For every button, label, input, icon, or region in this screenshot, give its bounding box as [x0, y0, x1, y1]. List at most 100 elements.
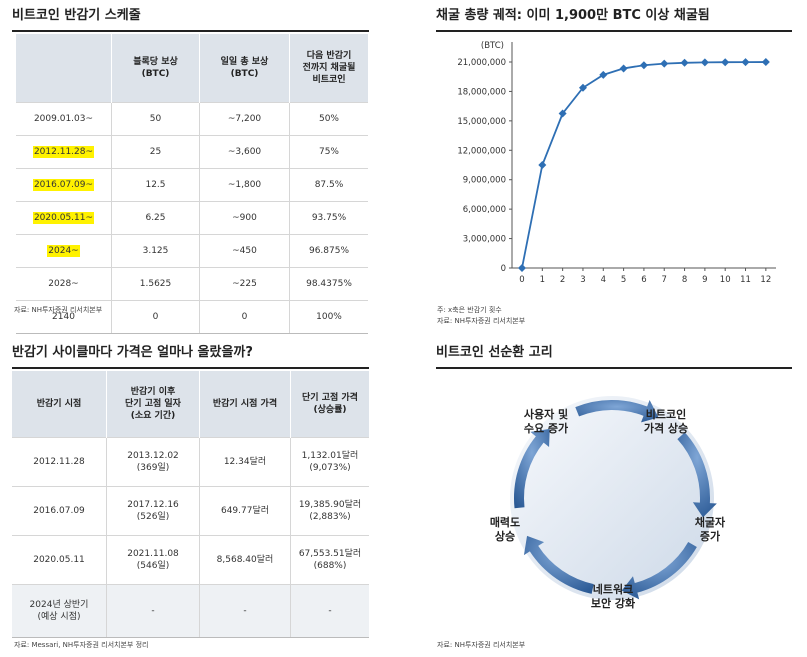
table-cell-period: 2140 — [16, 300, 112, 334]
table-cell-peak-price: 1,132.01달러 (9,073%) — [290, 437, 369, 487]
cycle-source: 자료: NH투자증권 리서치본부 — [437, 641, 526, 649]
cell-text: 2028~ — [48, 279, 79, 289]
table-row: 2016.07.09~ 12.5 ~1,800 87.5% — [16, 168, 368, 202]
y-tick-label: 6,000,000 — [463, 205, 506, 215]
halving-schedule-table: 블록당 보상 (BTC) 일일 총 보상 (BTC) 다음 반감기 전까지 채굴… — [16, 34, 368, 334]
cycle-panel: 비트코인 선순환 고리 — [436, 343, 792, 369]
table-cell-daily-reward: ~900 — [199, 201, 290, 235]
cell-text: - — [151, 606, 155, 616]
x-tick-label: 12 — [760, 275, 771, 285]
supply-chart-source: 자료: NH투자증권 리서치본부 — [437, 317, 526, 325]
cell-text: 19,385.90달러 — [298, 500, 362, 510]
table-cell-daily-reward: ~225 — [199, 267, 290, 301]
y-tick-label: 9,000,000 — [463, 176, 506, 186]
y-tick-label: 15,000,000 — [457, 117, 506, 127]
cycle-arrow — [523, 535, 594, 594]
supply-data-point — [538, 161, 547, 169]
x-tick-label: 4 — [601, 275, 606, 285]
cell-text: 50% — [318, 114, 339, 124]
cell-text: 1.5625 — [139, 279, 172, 289]
table-cell-block-reward: 3.125 — [111, 234, 200, 268]
cell-text: 2021.11.08 — [127, 549, 179, 559]
table-row: 2024~ 3.125 ~450 96.875% — [16, 234, 368, 268]
table-cell-peak-price: 19,385.90달러 (2,883%) — [290, 486, 369, 536]
cell-text: ~7,200 — [227, 114, 262, 124]
table-header-cell: 반감기 시점 가격 — [199, 371, 291, 438]
table-cell-daily-reward: ~1,800 — [199, 168, 290, 202]
table-cell-block-reward: 50 — [111, 102, 200, 136]
y-tick-label: 12,000,000 — [457, 146, 506, 156]
table-row: 2020.05.11 2021.11.08 (546일) 8,568.40달러 67,5… — [12, 535, 369, 585]
cell-text: ~450 — [232, 246, 257, 256]
table-cell-mined: 98.4375% — [289, 267, 368, 301]
cycle-diagram — [510, 396, 717, 600]
halving-price-table: 반감기 시점 반감기 이후 단기 고점 일자 (소요 기간) 반감기 시점 가격… — [12, 371, 369, 638]
table-cell-period: 2016.07.09~ — [16, 168, 112, 202]
table-cell-mined: 50% — [289, 102, 368, 136]
cell-text: 2016.07.09~ — [32, 179, 95, 191]
table-cell-mined: 75% — [289, 135, 368, 169]
cycle-arrow — [514, 428, 550, 509]
cycle-title: 비트코인 선순환 고리 — [436, 343, 792, 369]
cell-text: 2009.01.03~ — [33, 114, 94, 124]
supply-data-point — [599, 70, 608, 79]
cell-text: 3.125 — [142, 246, 169, 256]
table-cell-period: 2024~ — [16, 234, 112, 268]
table-cell-period: 2020.05.11~ — [16, 201, 112, 235]
table-cell-mined: 96.875% — [289, 234, 368, 268]
supply-chart-panel: 채굴 총량 궤적: 이미 1,900만 BTC 이상 채굴됨 — [436, 6, 792, 32]
price-table-title: 반감기 사이클마다 가격은 얼마나 올랐을까? — [12, 343, 369, 369]
table-cell-date: 2012.11.28 — [12, 437, 107, 487]
table-cell-date: 2016.07.09 — [12, 486, 107, 536]
cell-text: 2016.07.09 — [33, 506, 85, 516]
table-cell-block-reward: 0 — [111, 300, 200, 334]
cycle-step-label: 채굴자 증가 — [694, 516, 726, 543]
x-tick-label: 10 — [720, 275, 731, 285]
table-cell-mined: 93.75% — [289, 201, 368, 235]
cell-text: 1,132.01달러 — [301, 451, 359, 461]
table-cell-daily-reward: ~7,200 — [199, 102, 290, 136]
y-tick-label: 3,000,000 — [463, 235, 506, 245]
cell-text: 93.75% — [311, 213, 347, 223]
supply-data-point — [700, 58, 709, 67]
cell-text: 0 — [241, 312, 248, 322]
table-header-cell: 다음 반감기 전까지 채굴될 비트코인 — [289, 34, 368, 103]
table-cell-block-reward: 1.5625 — [111, 267, 200, 301]
supply-data-point — [578, 83, 587, 92]
table-header-cell: 일일 총 보상 (BTC) — [199, 34, 290, 103]
table-row: 2012.11.28 2013.12.02 (369일) 12.34달러 1,132.0… — [12, 437, 369, 487]
table-row: 2009.01.03~ 50 ~7,200 50% — [16, 102, 368, 136]
cell-text: (369일) — [136, 463, 170, 473]
y-tick-label: 0 — [501, 264, 506, 274]
cell-text: 100% — [316, 312, 342, 322]
y-tick-label: 21,000,000 — [457, 58, 506, 68]
table-cell-period: 2009.01.03~ — [16, 102, 112, 136]
table-cell-peak-price: - — [290, 584, 369, 638]
table-header-cell: 반감기 이후 단기 고점 일자 (소요 기간) — [106, 371, 200, 438]
table-row: 2012.11.28~ 25 ~3,600 75% — [16, 135, 368, 169]
supply-series-line — [521, 61, 766, 269]
table-cell-period: 2028~ — [16, 267, 112, 301]
cell-text: 67,553.51달러 — [298, 549, 362, 559]
cell-text: 75% — [318, 147, 339, 157]
cycle-background-circle — [510, 396, 714, 600]
table-cell-price: 8,568.40달러 — [199, 535, 291, 585]
table-cell-mined: 87.5% — [289, 168, 368, 202]
cell-text: 98.4375% — [306, 279, 352, 289]
table-header-cell: 반감기 시점 — [12, 371, 107, 438]
x-tick-label: 3 — [580, 275, 585, 285]
cycle-step-label: 네트워크 보안 강화 — [590, 583, 636, 610]
cycle-arrow — [621, 542, 697, 600]
cycle-step-label: 매력도 상승 — [489, 516, 521, 543]
cycle-arrow — [677, 432, 717, 518]
supply-data-point — [558, 109, 567, 118]
cycle-arrow — [575, 399, 659, 423]
supply-chart-note: 주: x축은 반감기 횟수 — [437, 306, 502, 314]
table-header-cell: 블록당 보상 (BTC) — [111, 34, 200, 103]
supply-chart-title: 채굴 총량 궤적: 이미 1,900만 BTC 이상 채굴됨 — [436, 6, 792, 32]
cell-text: ~900 — [232, 213, 257, 223]
table-cell-peak-date: 2021.11.08 (546일) — [106, 535, 200, 585]
table-header-cell: 단기 고점 가격 (상승률) — [290, 371, 369, 438]
halving-schedule-title: 비트코인 반감기 스케줄 — [12, 6, 369, 32]
table-header-row: 반감기 시점 반감기 이후 단기 고점 일자 (소요 기간) 반감기 시점 가격… — [12, 371, 369, 438]
